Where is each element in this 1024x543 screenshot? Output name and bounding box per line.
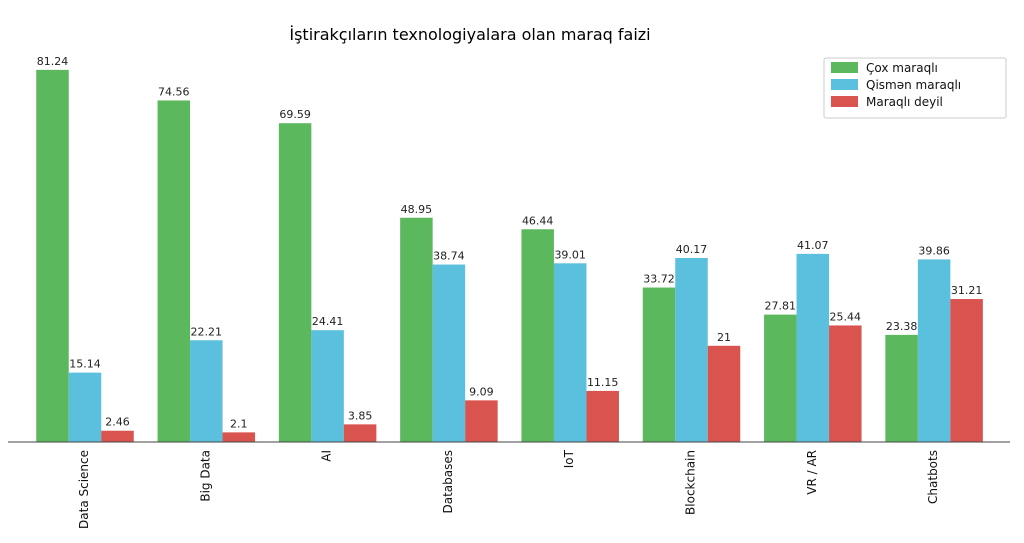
bar-0-5 [642,287,676,442]
bar-2-4 [586,390,619,442]
value-label-1-7: 39.86 [918,244,950,257]
bar-0-3 [400,217,433,442]
value-label-1-6: 41.07 [797,239,829,252]
value-label-0-4: 46.44 [522,214,554,227]
x-tick-label-2: AI [320,450,334,462]
legend-swatch-1 [831,79,858,90]
value-labels-layer: 81.24 15.14 2.46 74.56 22.21 2.1 69.59 24.41 3.8… [37,55,983,431]
bar-0-0 [36,69,69,443]
bar-2-6 [829,325,862,442]
legend-swatch-0 [831,62,858,73]
bar-1-1 [190,340,223,442]
bar-1-3 [432,264,466,442]
x-tick-labels-layer: Data Science Big Data AI Databases IoT Blockc… [77,449,940,529]
x-tick-label-5: Blockchain [684,450,698,515]
value-label-0-2: 69.59 [279,108,311,121]
bar-0-1 [157,100,191,443]
value-label-2-0: 2.46 [105,416,130,429]
value-label-0-7: 23.38 [886,320,918,333]
value-label-1-4: 39.01 [554,248,586,261]
x-tick-label-0: Data Science [77,450,91,529]
bar-2-7 [950,299,983,442]
bar-2-5 [707,345,741,442]
bar-1-5 [675,257,708,442]
bar-2-1 [222,432,256,442]
bar-2-2 [343,424,377,442]
value-label-1-5: 40.17 [676,243,708,256]
value-label-1-2: 24.41 [312,315,344,328]
value-label-2-5: 21 [717,331,731,344]
value-label-1-3: 38.74 [433,250,465,263]
bar-0-7 [885,334,918,442]
legend-label-0: Çox maraqlı [866,61,938,75]
legend-label-2: Maraqlı deyil [866,95,943,109]
legend-frame [823,57,1007,119]
bar-2-0 [101,430,134,442]
x-tick-label-3: Databases [441,450,455,514]
value-label-0-5: 33.72 [643,273,675,286]
legend: Çox maraqlı Qismən maraqlı Maraqlı deyil [823,57,1007,119]
legend-label-1: Qismən maraqlı [866,78,961,92]
bar-1-4 [553,263,587,442]
value-label-0-6: 27.81 [765,300,797,313]
legend-swatch-2 [831,96,858,107]
x-tick-label-7: Chatbots [926,450,940,504]
bar-1-6 [796,253,830,442]
value-label-2-7: 31.21 [951,284,983,297]
value-label-2-1: 2.1 [230,417,248,430]
bars-layer [36,69,983,443]
bar-0-6 [764,314,797,442]
value-label-1-1: 22.21 [191,325,223,338]
x-tick-label-4: IoT [562,449,576,468]
value-label-2-4: 11.15 [587,376,619,389]
chart-title: İştirakçıların texnologiyalara olan mara… [289,25,650,44]
bar-0-4 [521,229,554,442]
bar-1-2 [311,330,344,442]
bar-1-0 [68,372,102,442]
value-label-0-0: 81.24 [37,55,69,68]
x-tick-label-6: VR / AR [805,450,819,495]
value-label-2-3: 9.09 [469,385,494,398]
value-label-0-1: 74.56 [158,85,190,98]
bar-1-7 [917,259,951,442]
bar-0-2 [278,123,312,442]
x-tick-label-1: Big Data [198,450,212,502]
value-label-1-0: 15.14 [69,358,101,371]
value-label-0-3: 48.95 [401,203,433,216]
value-label-2-2: 3.85 [348,409,373,422]
bar-2-3 [465,400,498,442]
value-label-2-6: 25.44 [830,310,862,323]
